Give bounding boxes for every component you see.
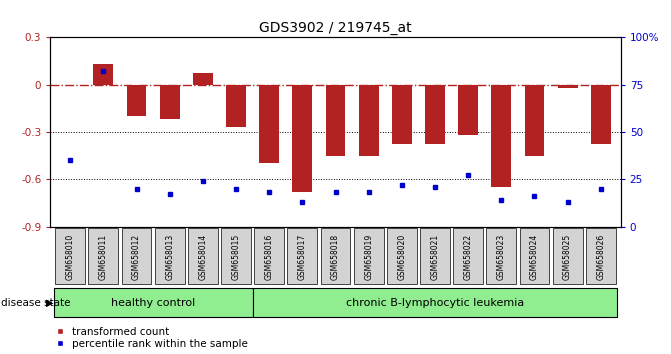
FancyBboxPatch shape — [287, 228, 317, 284]
Text: GSM658021: GSM658021 — [431, 234, 440, 280]
Bar — [293, 85, 312, 192]
Text: GSM658013: GSM658013 — [165, 234, 174, 280]
Bar — [591, 85, 611, 144]
Text: GSM658024: GSM658024 — [530, 234, 539, 280]
Bar — [458, 85, 478, 135]
Title: GDS3902 / 219745_at: GDS3902 / 219745_at — [259, 21, 412, 35]
FancyBboxPatch shape — [188, 228, 218, 284]
Bar — [127, 85, 146, 116]
Legend: transformed count, percentile rank within the sample: transformed count, percentile rank withi… — [56, 327, 248, 349]
Text: GSM658026: GSM658026 — [597, 234, 605, 280]
FancyBboxPatch shape — [486, 228, 516, 284]
Text: GSM658020: GSM658020 — [397, 234, 407, 280]
Bar — [193, 74, 213, 85]
Bar — [425, 85, 445, 144]
Text: GSM658023: GSM658023 — [497, 234, 506, 280]
Bar — [160, 85, 180, 119]
Text: GSM658018: GSM658018 — [331, 234, 340, 280]
Bar — [325, 85, 346, 155]
FancyBboxPatch shape — [155, 228, 185, 284]
Bar — [558, 85, 578, 88]
Text: GSM658017: GSM658017 — [298, 234, 307, 280]
FancyBboxPatch shape — [453, 228, 483, 284]
Bar — [226, 85, 246, 127]
Text: GSM658010: GSM658010 — [66, 234, 74, 280]
Text: GSM658011: GSM658011 — [99, 234, 108, 280]
FancyBboxPatch shape — [89, 228, 118, 284]
Bar — [392, 85, 412, 144]
Text: GSM658015: GSM658015 — [231, 234, 240, 280]
FancyBboxPatch shape — [387, 228, 417, 284]
Text: chronic B-lymphocytic leukemia: chronic B-lymphocytic leukemia — [346, 298, 524, 308]
Bar — [93, 64, 113, 85]
Text: GSM658022: GSM658022 — [464, 234, 472, 280]
FancyBboxPatch shape — [54, 288, 252, 317]
Text: GSM658012: GSM658012 — [132, 234, 141, 280]
Bar — [259, 85, 279, 164]
FancyBboxPatch shape — [321, 228, 350, 284]
FancyBboxPatch shape — [519, 228, 550, 284]
Text: healthy control: healthy control — [111, 298, 195, 308]
Text: GSM658016: GSM658016 — [264, 234, 274, 280]
FancyBboxPatch shape — [254, 228, 284, 284]
Bar — [491, 85, 511, 187]
Bar — [359, 85, 378, 155]
Bar — [525, 85, 544, 155]
FancyBboxPatch shape — [252, 288, 617, 317]
FancyBboxPatch shape — [121, 228, 152, 284]
FancyBboxPatch shape — [586, 228, 616, 284]
FancyBboxPatch shape — [221, 228, 251, 284]
FancyBboxPatch shape — [354, 228, 384, 284]
Text: GSM658014: GSM658014 — [199, 234, 207, 280]
Text: GSM658025: GSM658025 — [563, 234, 572, 280]
FancyBboxPatch shape — [55, 228, 85, 284]
Text: ▶: ▶ — [46, 298, 53, 308]
FancyBboxPatch shape — [420, 228, 450, 284]
Text: GSM658019: GSM658019 — [364, 234, 373, 280]
Text: disease state: disease state — [1, 298, 71, 308]
FancyBboxPatch shape — [553, 228, 582, 284]
